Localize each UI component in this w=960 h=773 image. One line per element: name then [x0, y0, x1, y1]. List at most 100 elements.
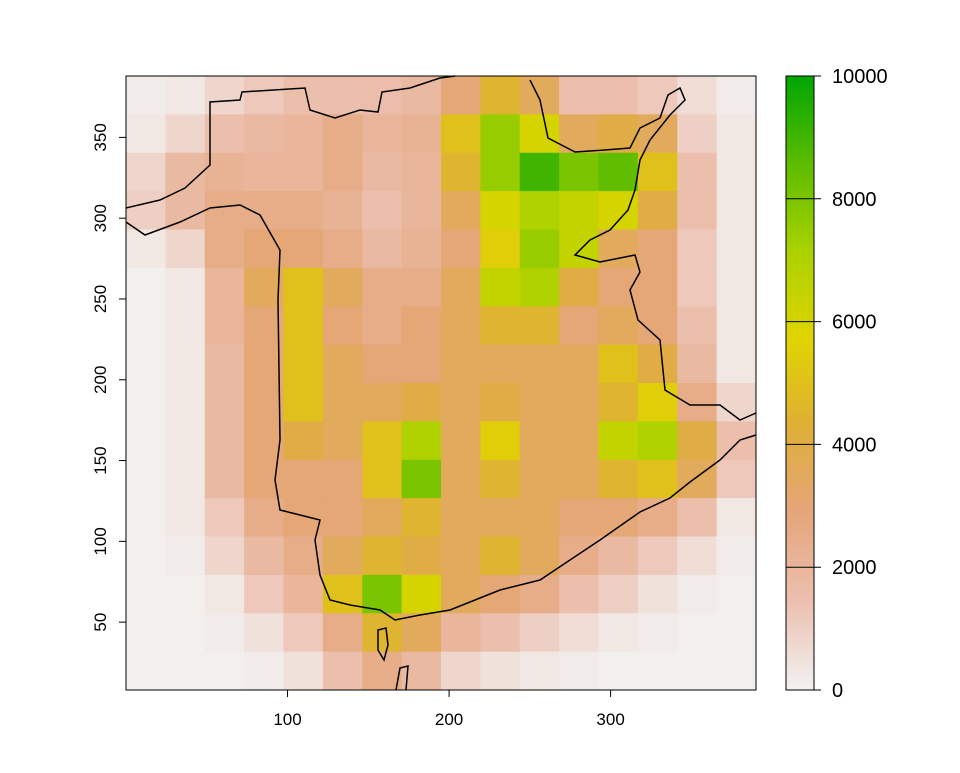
- colorbar-tick-label: 2000: [832, 557, 877, 579]
- raster-cell: [362, 229, 403, 269]
- raster-cell: [519, 383, 560, 422]
- raster-cell: [165, 574, 206, 614]
- raster-cell: [244, 574, 284, 614]
- raster-cell: [598, 344, 639, 384]
- colorbar-tick-label: 8000: [832, 189, 877, 211]
- raster-cell: [677, 498, 718, 537]
- raster-cell: [244, 421, 284, 461]
- raster-cell: [441, 76, 481, 115]
- raster-cell: [204, 498, 245, 537]
- raster-cell: [244, 344, 284, 384]
- raster-cell: [598, 306, 639, 346]
- raster-cell: [559, 191, 599, 230]
- raster-cell: [126, 613, 166, 653]
- raster-cell: [165, 306, 206, 346]
- raster-cell: [126, 498, 166, 537]
- raster-cell: [519, 498, 560, 537]
- raster-cell: [716, 651, 757, 691]
- raster-cell: [637, 191, 678, 230]
- raster-cell: [598, 536, 639, 576]
- raster-cell: [441, 421, 481, 461]
- raster-cell: [165, 459, 206, 499]
- raster-cell: [716, 306, 757, 346]
- raster-cell: [716, 421, 757, 461]
- raster-cell: [244, 613, 284, 653]
- raster-cell: [165, 229, 206, 269]
- y-tick-label: 200: [91, 366, 110, 394]
- raster-cell: [283, 229, 324, 269]
- raster-cell: [441, 383, 481, 422]
- raster-cell: [322, 651, 363, 691]
- raster-cell: [480, 613, 521, 653]
- raster-cell: [401, 306, 442, 346]
- colorbar-tick-label: 0: [832, 680, 843, 702]
- raster-cell: [677, 344, 718, 384]
- raster-cell: [165, 421, 206, 461]
- raster-cell: [716, 152, 757, 192]
- raster-cell: [126, 421, 166, 461]
- raster-cell: [677, 536, 718, 576]
- raster-cell: [126, 651, 166, 691]
- raster-cell: [401, 76, 442, 115]
- raster-cell: [559, 574, 599, 614]
- raster-cell: [519, 344, 560, 384]
- raster-cell: [165, 651, 206, 691]
- raster-cell: [559, 613, 599, 653]
- raster-cell: [716, 574, 757, 614]
- raster-cell: [322, 152, 363, 192]
- raster-cell: [677, 651, 718, 691]
- plot-frame: [125, 75, 757, 691]
- raster-cell: [598, 574, 639, 614]
- raster-cell: [165, 536, 206, 576]
- raster-cell: [598, 76, 639, 115]
- raster-cell: [322, 613, 363, 653]
- raster-cell: [480, 498, 521, 537]
- raster-cell: [441, 267, 481, 307]
- raster-cell: [519, 191, 560, 230]
- raster-cell: [559, 152, 599, 192]
- raster-cell: [598, 459, 639, 499]
- raster-cell: [322, 536, 363, 576]
- raster-cell: [362, 114, 403, 154]
- raster-cell: [716, 498, 757, 537]
- raster-cell: [480, 114, 521, 154]
- raster-cell: [244, 76, 284, 115]
- raster-cell: [362, 459, 403, 499]
- raster-cell: [126, 344, 166, 384]
- raster-cell: [165, 76, 206, 115]
- raster-cell: [637, 421, 678, 461]
- raster-cell: [165, 152, 206, 192]
- raster-cell: [322, 498, 363, 537]
- raster-cell: [204, 229, 245, 269]
- raster-cell: [480, 344, 521, 384]
- x-tick-label: 100: [273, 710, 301, 729]
- raster-cell: [637, 267, 678, 307]
- raster-cell: [204, 536, 245, 576]
- raster-cell: [716, 536, 757, 576]
- raster-cell: [322, 76, 363, 115]
- raster-cell: [126, 459, 166, 499]
- raster-cell: [126, 306, 166, 346]
- raster-cell: [637, 152, 678, 192]
- raster-cell: [677, 306, 718, 346]
- raster-cell: [401, 267, 442, 307]
- raster-cell: [362, 536, 403, 576]
- raster-cell: [441, 114, 481, 154]
- raster-cell: [637, 114, 678, 154]
- raster-cell: [559, 498, 599, 537]
- raster-cell: [204, 651, 245, 691]
- raster-cell: [441, 536, 481, 576]
- raster-cell: [283, 152, 324, 192]
- raster-cell: [677, 421, 718, 461]
- y-tick-label: 350: [91, 123, 110, 151]
- raster-cell: [559, 229, 599, 269]
- raster-cell: [126, 536, 166, 576]
- raster-cell: [362, 267, 403, 307]
- raster-cell: [519, 306, 560, 346]
- raster-cell: [559, 459, 599, 499]
- raster-cell: [362, 306, 403, 346]
- raster-cell: [165, 613, 206, 653]
- raster-cell: [480, 76, 521, 115]
- raster-cell: [441, 459, 481, 499]
- raster-cell: [283, 344, 324, 384]
